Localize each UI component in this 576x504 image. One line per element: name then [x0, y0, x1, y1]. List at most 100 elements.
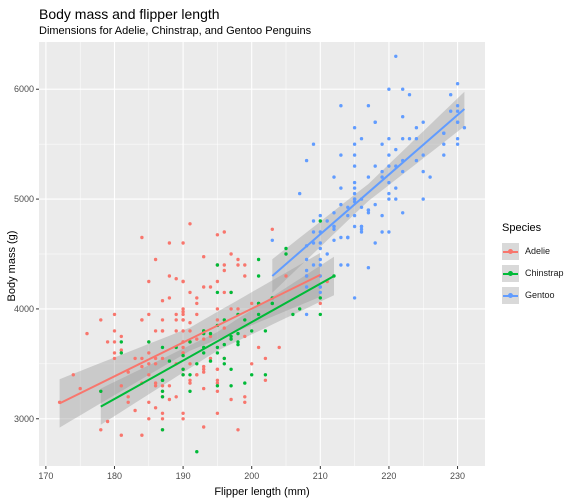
point-gentoo	[374, 164, 377, 167]
x-tick-label: 180	[107, 471, 122, 481]
point-adelie	[181, 310, 184, 313]
point-adelie	[216, 233, 219, 236]
point-chinstrap	[264, 329, 267, 332]
point-adelie	[113, 340, 116, 343]
point-gentoo	[456, 137, 459, 140]
point-gentoo	[312, 263, 315, 266]
point-chinstrap	[161, 428, 164, 431]
point-gentoo	[339, 236, 342, 239]
point-gentoo	[456, 104, 459, 107]
point-adelie	[236, 307, 239, 310]
point-gentoo	[394, 186, 397, 189]
point-adelie	[127, 401, 130, 404]
point-chinstrap	[216, 384, 219, 387]
point-adelie	[154, 381, 157, 384]
x-axis-label: Flipper length (mm)	[214, 486, 309, 498]
point-adelie	[223, 230, 226, 233]
point-adelie	[133, 357, 136, 360]
point-adelie	[229, 252, 232, 255]
point-gentoo	[298, 192, 301, 195]
point-gentoo	[387, 230, 390, 233]
legend-key-gentoo	[502, 287, 519, 304]
point-gentoo	[319, 291, 322, 294]
point-gentoo	[456, 110, 459, 113]
y-tick-label: 6000	[14, 84, 34, 94]
point-chinstrap	[223, 343, 226, 346]
point-adelie	[147, 351, 150, 354]
point-chinstrap	[229, 384, 232, 387]
point-chinstrap	[161, 390, 164, 393]
point-adelie	[147, 362, 150, 365]
point-adelie	[195, 373, 198, 376]
y-tick-label: 3000	[14, 414, 34, 424]
point-adelie	[223, 269, 226, 272]
point-gentoo	[339, 153, 342, 156]
point-gentoo	[353, 126, 356, 129]
point-adelie	[236, 258, 239, 261]
point-adelie	[264, 379, 267, 382]
point-chinstrap	[298, 307, 301, 310]
point-adelie	[188, 381, 191, 384]
point-adelie	[147, 280, 150, 283]
chart-subtitle: Dimensions for Adelie, Chinstrap, and Ge…	[39, 25, 311, 37]
legend-item-chinstrap: Chinstrap	[502, 262, 564, 284]
point-gentoo	[353, 214, 356, 217]
point-chinstrap	[250, 329, 253, 332]
point-adelie	[127, 395, 130, 398]
point-gentoo	[374, 121, 377, 124]
x-tick-label: 210	[313, 471, 328, 481]
point-gentoo	[305, 159, 308, 162]
point-gentoo	[319, 214, 322, 217]
point-gentoo	[319, 247, 322, 250]
point-gentoo	[339, 203, 342, 206]
point-adelie	[223, 291, 226, 294]
point-adelie	[168, 296, 171, 299]
point-adelie	[147, 373, 150, 376]
point-adelie	[188, 321, 191, 324]
point-gentoo	[332, 211, 335, 214]
point-adelie	[188, 362, 191, 365]
point-adelie	[175, 313, 178, 316]
point-chinstrap	[202, 351, 205, 354]
point-chinstrap	[99, 390, 102, 393]
point-gentoo	[305, 258, 308, 261]
point-chinstrap	[209, 359, 212, 362]
point-adelie	[202, 425, 205, 428]
point-adelie	[181, 412, 184, 415]
point-gentoo	[387, 181, 390, 184]
point-gentoo	[353, 143, 356, 146]
point-gentoo	[380, 214, 383, 217]
point-chinstrap	[168, 359, 171, 362]
point-gentoo	[463, 126, 466, 129]
point-adelie	[284, 274, 287, 277]
point-adelie	[133, 409, 136, 412]
point-chinstrap	[319, 296, 322, 299]
point-gentoo	[305, 274, 308, 277]
point-gentoo	[326, 219, 329, 222]
point-chinstrap	[257, 258, 260, 261]
point-chinstrap	[181, 354, 184, 357]
point-adelie	[120, 434, 123, 437]
point-adelie	[216, 318, 219, 321]
point-chinstrap	[120, 340, 123, 343]
point-adelie	[188, 329, 191, 332]
point-gentoo	[401, 170, 404, 173]
point-chinstrap	[319, 313, 322, 316]
point-gentoo	[326, 252, 329, 255]
point-chinstrap	[195, 450, 198, 453]
point-adelie	[216, 379, 219, 382]
point-adelie	[216, 412, 219, 415]
point-adelie	[175, 277, 178, 280]
legend: Species Adelie Chinstrap Gentoo	[502, 222, 564, 306]
point-chinstrap	[147, 340, 150, 343]
point-gentoo	[408, 93, 411, 96]
legend-key-adelie	[502, 243, 519, 260]
point-gentoo	[422, 197, 425, 200]
point-adelie	[202, 365, 205, 368]
point-adelie	[243, 274, 246, 277]
legend-label-gentoo: Gentoo	[525, 290, 555, 300]
point-adelie	[202, 370, 205, 373]
point-adelie	[181, 329, 184, 332]
point-gentoo	[387, 192, 390, 195]
point-adelie	[188, 291, 191, 294]
